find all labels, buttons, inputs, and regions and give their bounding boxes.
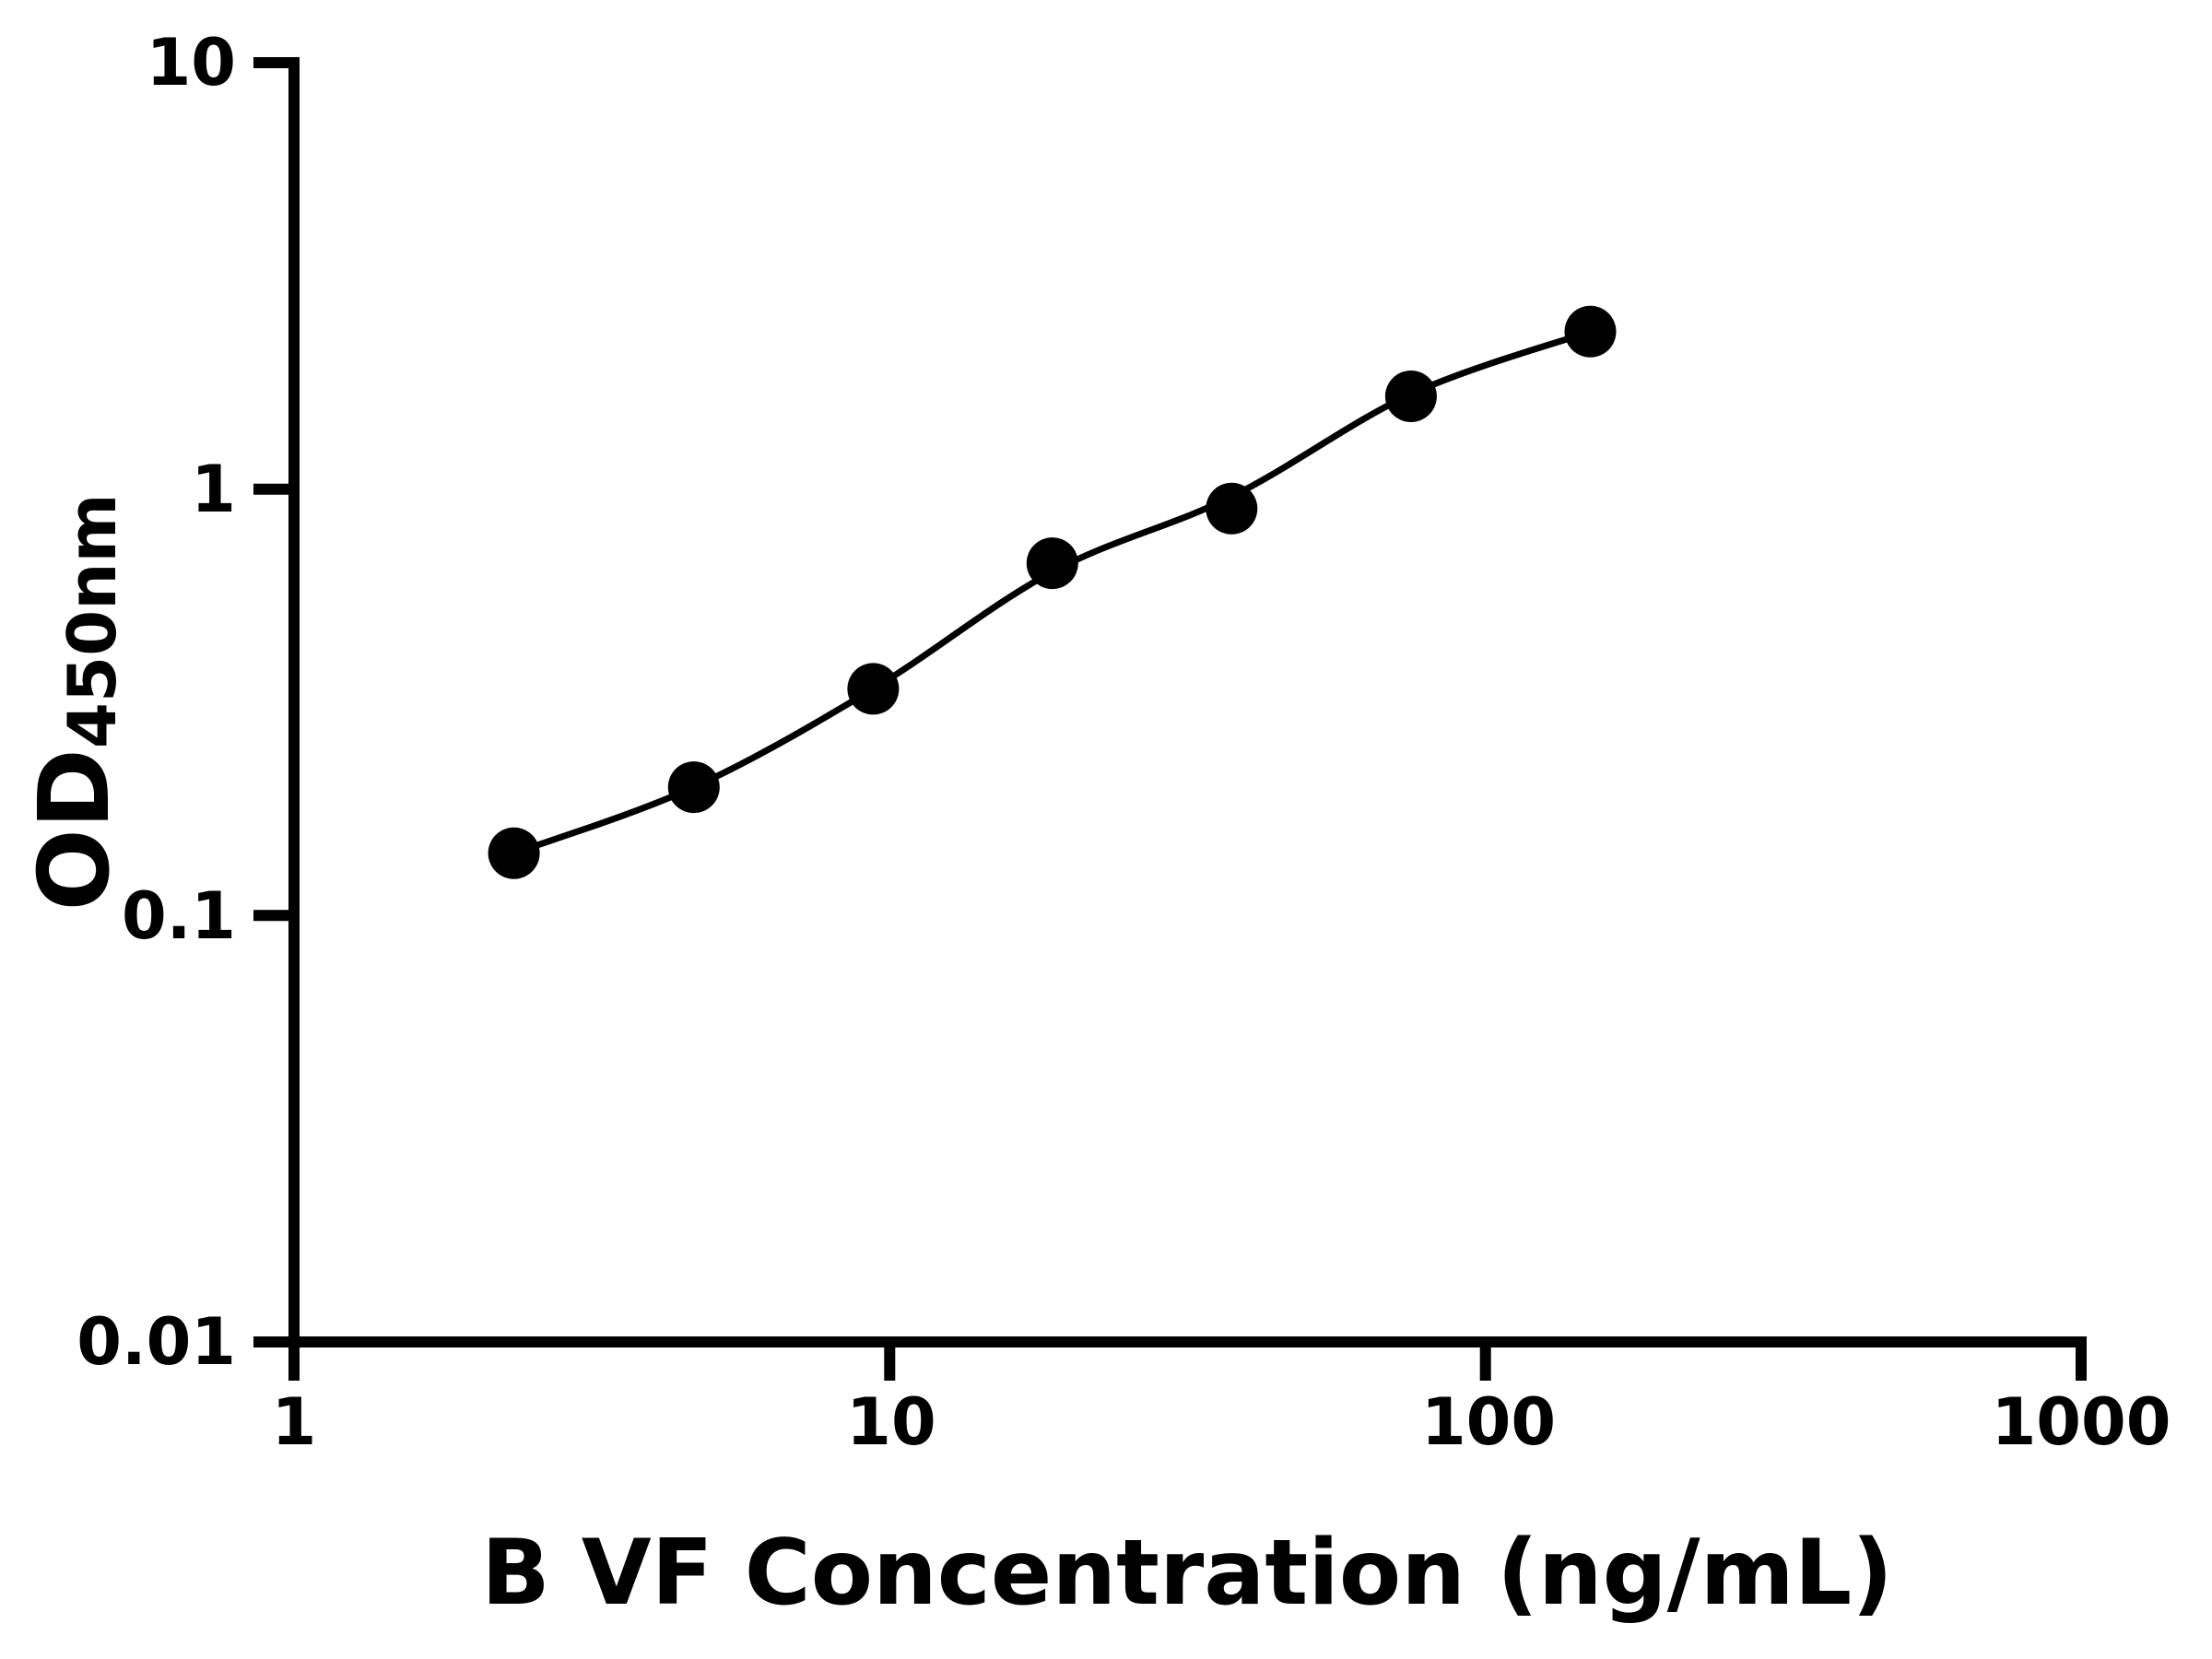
data-point <box>1384 371 1437 422</box>
x-axis-title: B VF Concentration (ng/mL) <box>481 1521 1893 1626</box>
x-tick-label-1000: 1000 <box>1992 1384 2171 1460</box>
y-axis-title: OD450nm <box>18 494 131 912</box>
y-tick-label-10: 10 <box>147 25 236 100</box>
data-point <box>667 761 720 814</box>
data-point <box>847 663 900 715</box>
y-axis-ticks <box>253 57 294 1347</box>
y-axis-title-subscript: 450nm <box>53 494 131 749</box>
x-tick-label-10: 10 <box>846 1384 935 1460</box>
x-tick-label-100: 100 <box>1421 1384 1556 1460</box>
x-axis-ticks <box>288 1342 2087 1381</box>
y-tick-label-0.01: 0.01 <box>76 1304 236 1380</box>
data-point <box>488 827 540 879</box>
y-axis-title-main: OD <box>18 748 131 911</box>
y-tick-label-1: 1 <box>191 452 236 527</box>
data-point <box>1564 305 1617 358</box>
data-point <box>1026 537 1078 590</box>
data-points <box>488 305 1617 879</box>
x-tick-label-1: 1 <box>272 1384 317 1460</box>
y-tick-label-0.1: 0.1 <box>122 878 236 954</box>
data-point <box>1206 482 1258 535</box>
